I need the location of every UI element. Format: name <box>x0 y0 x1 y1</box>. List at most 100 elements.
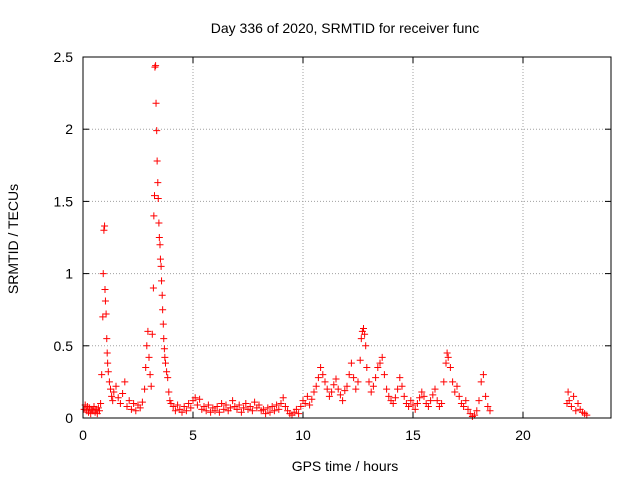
data-point <box>475 397 483 405</box>
data-point <box>145 353 153 361</box>
data-point <box>136 404 144 412</box>
data-point <box>151 63 159 71</box>
data-point <box>444 353 452 361</box>
y-tick-label: 1 <box>65 266 73 282</box>
data-point <box>268 402 276 410</box>
data-point <box>229 397 237 405</box>
data-point <box>341 387 349 395</box>
data-point <box>295 410 303 418</box>
data-point <box>105 378 113 386</box>
data-point <box>200 402 208 410</box>
data-point <box>477 378 485 386</box>
data-point <box>196 395 204 403</box>
data-point <box>123 402 131 410</box>
data-point <box>391 394 399 402</box>
data-point <box>369 382 377 390</box>
axis-ticks <box>82 56 611 419</box>
data-point <box>292 405 300 413</box>
data-point <box>451 388 459 396</box>
data-point <box>211 407 219 415</box>
data-point <box>160 345 168 353</box>
data-point <box>94 404 102 412</box>
data-point <box>433 397 441 405</box>
data-point <box>166 397 174 405</box>
data-point <box>215 408 223 416</box>
data-point <box>396 374 404 382</box>
data-point <box>220 405 228 413</box>
y-tick-label: 2.5 <box>54 49 74 65</box>
data-point <box>350 374 358 382</box>
data-point <box>207 408 215 416</box>
data-point <box>156 241 164 249</box>
data-point <box>328 388 336 396</box>
data-point <box>153 157 161 165</box>
data-point <box>464 405 472 413</box>
data-point <box>101 285 109 293</box>
data-point <box>218 400 226 408</box>
data-point <box>178 408 186 416</box>
y-axis-title: SRMTID / TECUs <box>5 184 21 294</box>
data-point <box>431 385 439 393</box>
data-point <box>372 374 380 382</box>
data-point <box>157 262 165 270</box>
data-point <box>416 394 424 402</box>
data-point <box>394 385 402 393</box>
data-point <box>101 222 109 230</box>
data-point <box>376 359 384 367</box>
data-point <box>187 404 195 412</box>
data-point <box>213 402 221 410</box>
data-point <box>400 392 408 400</box>
data-point <box>251 398 259 406</box>
data-point <box>174 401 182 409</box>
data-point <box>202 407 210 415</box>
data-point <box>154 195 162 203</box>
data-point <box>362 342 370 350</box>
data-point <box>405 402 413 410</box>
data-point <box>222 401 230 409</box>
data-point <box>343 382 351 390</box>
data-point <box>182 407 190 415</box>
data-point <box>565 397 573 405</box>
x-axis-tick-labels: 0 5 10 15 20 <box>79 427 531 443</box>
data-point <box>116 400 124 408</box>
data-point <box>125 397 133 405</box>
data-point <box>110 388 118 396</box>
data-point <box>259 405 267 413</box>
data-point <box>360 324 367 332</box>
data-point <box>378 353 386 361</box>
data-point <box>180 402 188 410</box>
data-point <box>471 411 479 419</box>
data-point <box>146 371 154 379</box>
data-point <box>96 407 103 415</box>
data-point <box>130 400 138 408</box>
data-point <box>163 368 171 376</box>
data-point <box>151 192 158 200</box>
data-point <box>312 382 320 390</box>
data-point <box>242 400 250 408</box>
y-tick-label: 1.5 <box>54 193 74 209</box>
data-point <box>319 371 327 379</box>
data-point <box>100 226 108 234</box>
chart-title: Day 336 of 2020, SRMTID for receiver fun… <box>211 20 479 36</box>
grid-lines <box>83 57 611 418</box>
data-point <box>279 394 287 402</box>
data-point <box>308 395 316 403</box>
data-point <box>281 402 289 410</box>
data-point <box>155 219 163 227</box>
data-point <box>148 330 156 338</box>
data-point <box>159 306 167 314</box>
data-point <box>155 234 163 241</box>
data-point <box>317 363 325 371</box>
data-point <box>121 378 129 386</box>
x-tick-label: 0 <box>79 427 87 443</box>
data-point <box>142 363 150 371</box>
data-point <box>246 402 254 410</box>
data-point <box>99 270 107 278</box>
data-point <box>310 388 318 396</box>
data-point <box>411 405 419 413</box>
data-point <box>398 382 406 390</box>
data-point <box>158 277 166 285</box>
x-tick-label: 15 <box>405 427 421 443</box>
data-point <box>332 375 340 383</box>
data-point <box>440 378 448 386</box>
